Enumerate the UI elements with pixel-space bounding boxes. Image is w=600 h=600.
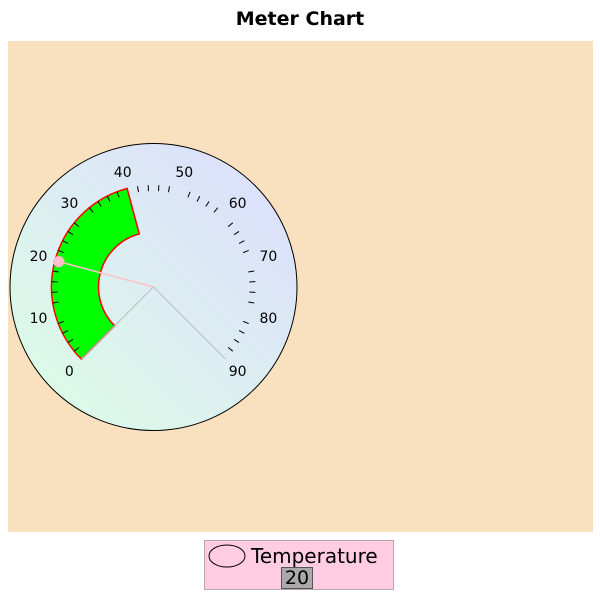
legend-label: Temperature <box>251 544 378 568</box>
meter-tick-label: 10 <box>30 311 48 327</box>
chart-title: Meter Chart <box>0 8 600 30</box>
meter-tick-label: 70 <box>260 249 278 265</box>
meter-tick-label: 40 <box>114 165 132 181</box>
legend-value: 20 <box>281 567 313 589</box>
meter-tick-label: 20 <box>30 249 48 265</box>
meter-tick-label: 30 <box>60 196 78 212</box>
meter-chart: 0 10 20 30 40 50 60 70 80 90 <box>8 41 593 532</box>
meter-needle-knob <box>53 256 64 267</box>
meter-tick-label: 60 <box>229 196 247 212</box>
meter-tick-label: 90 <box>229 364 247 380</box>
legend-swatch-icon <box>208 544 246 568</box>
meter-tick-label: 50 <box>175 165 193 181</box>
meter-tick-label: 0 <box>65 364 74 380</box>
meter-tick-label: 80 <box>260 311 278 327</box>
plot-area: 0 10 20 30 40 50 60 70 80 90 <box>8 41 593 532</box>
legend: Temperature 20 <box>204 540 394 590</box>
